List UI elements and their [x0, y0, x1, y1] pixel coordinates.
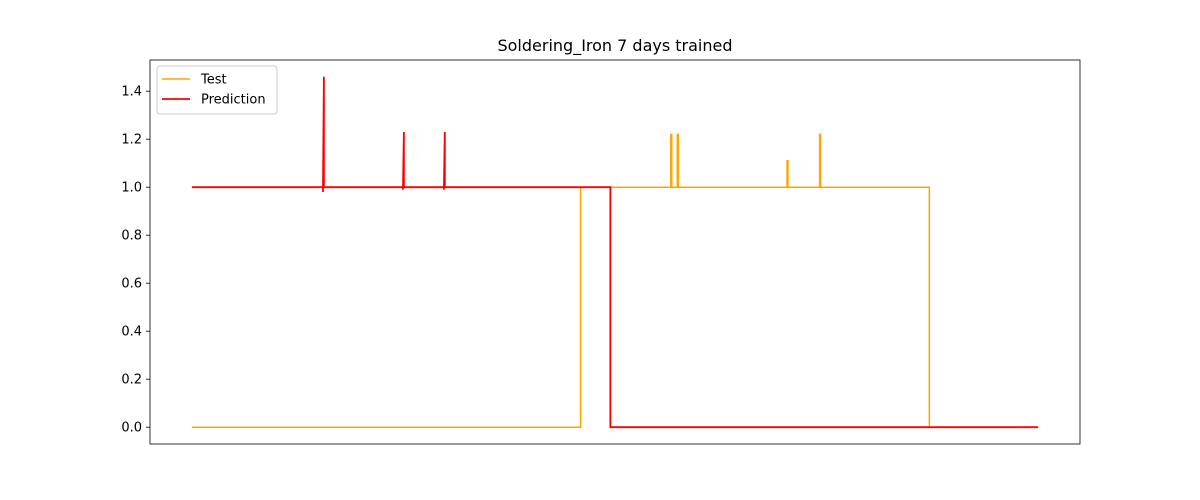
y-tick-label: 0.4 — [121, 325, 142, 340]
plot-area — [191, 76, 1039, 429]
legend-label-prediction: Prediction — [201, 93, 266, 108]
legend-label-test: Test — [200, 73, 227, 88]
series-line-test — [191, 133, 1039, 428]
legend: Test Prediction — [156, 65, 278, 115]
y-tick-label: 0.0 — [121, 421, 142, 436]
axes-frame — [149, 59, 1081, 445]
series-line-prediction — [191, 76, 1039, 429]
y-tick-label: 0.2 — [121, 373, 142, 388]
axes: 0.0 0.2 0.4 0.6 0.8 1.0 1.2 1.4 — [121, 59, 1081, 445]
y-tick-label: 0.8 — [121, 229, 142, 244]
y-tick-label: 0.6 — [121, 277, 142, 292]
legend-box — [156, 65, 278, 115]
chart-title: Soldering_Iron 7 days trained — [497, 36, 732, 56]
y-tick-label: 1.0 — [121, 181, 142, 196]
y-tick-label: 1.2 — [121, 133, 142, 148]
y-tick-label: 1.4 — [121, 85, 142, 100]
